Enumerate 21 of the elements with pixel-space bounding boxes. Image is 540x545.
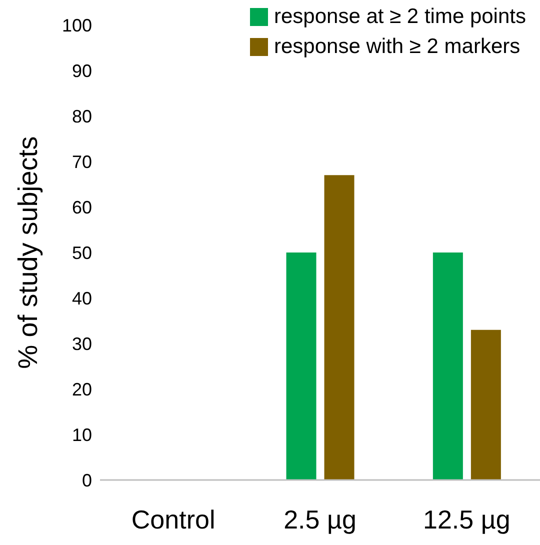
legend-label: response with ≥ 2 markers [274,34,520,60]
bar [432,252,463,480]
y-tick-label: 60 [72,197,92,218]
bar [324,175,354,480]
y-tick-label: 50 [72,242,92,263]
y-tick-label: 10 [72,424,92,445]
x-tick-label: 12.5 µg [423,504,510,534]
y-tick-label: 30 [72,334,92,354]
y-tick-label: 100 [62,15,92,36]
y-tick-label: 80 [72,106,92,126]
y-axis-title: % of study subjects [13,136,43,369]
y-tick-label: 70 [72,152,92,172]
y-tick-label: 90 [72,60,92,81]
x-tick-label: 2.5 µg [284,504,356,534]
legend-label: response at ≥ 2 time points [274,4,526,30]
y-tick-label: 40 [72,288,92,308]
bar [470,330,501,480]
y-tick-label: 20 [72,379,92,400]
bar [286,252,316,480]
y-tick-label: 0 [82,470,92,490]
x-tick-label: Control [131,504,216,534]
